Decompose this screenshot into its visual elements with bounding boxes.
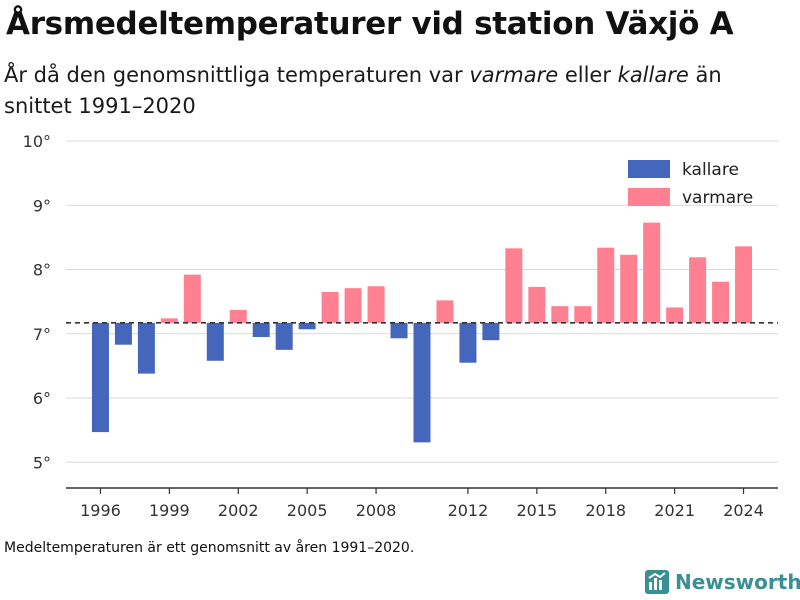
x-tick-label: 2008 — [356, 501, 397, 520]
subtitle-part-3: än snittet 1991–2020 — [4, 63, 722, 118]
legend-swatch-kallare — [628, 160, 670, 178]
legend-label-kallare: kallare — [682, 160, 739, 180]
chart-title: Årsmedeltemperaturer vid station Växjö A — [6, 6, 734, 42]
bar-varmare-2020 — [643, 222, 661, 323]
y-tick-label: 6° — [33, 389, 51, 408]
x-tick-label: 2018 — [585, 501, 626, 520]
bar-kallare-2001 — [206, 322, 224, 361]
x-tick-label: 2012 — [448, 501, 489, 520]
x-tick-label: 2005 — [287, 501, 328, 520]
y-tick-label: 9° — [33, 196, 51, 215]
bar-varmare-2006 — [321, 292, 339, 323]
bar-varmare-2018 — [597, 247, 615, 323]
subtitle-warm: varmare — [469, 63, 559, 87]
y-tick-label: 10° — [23, 132, 51, 151]
y-tick-label: 7° — [33, 325, 51, 344]
bar-varmare-2016 — [551, 306, 569, 323]
bar-varmare-2022 — [689, 257, 707, 323]
bar-varmare-2021 — [666, 307, 684, 323]
x-tick-label: 1996 — [80, 501, 121, 520]
bar-varmare-2019 — [620, 254, 638, 323]
bar-varmare-1999 — [160, 318, 178, 323]
legend-label-varmare: varmare — [682, 188, 753, 208]
brand-logo[interactable]: Newsworthy — [645, 570, 800, 594]
footnote: Medeltemperaturen är ett genomsnitt av å… — [4, 540, 415, 556]
bar-kallare-2010 — [413, 322, 431, 443]
y-tick-label: 8° — [33, 261, 51, 280]
chart-subtitle: År då den genomsnittliga temperaturen va… — [4, 60, 784, 122]
bar-varmare-2023 — [712, 281, 730, 323]
bar-kallare-2005 — [298, 322, 316, 330]
bar-kallare-1996 — [91, 322, 109, 433]
bar-varmare-2014 — [505, 248, 523, 323]
subtitle-part-2: eller — [558, 63, 618, 87]
x-tick-label: 2021 — [654, 501, 695, 520]
bar-kallare-2013 — [482, 322, 500, 341]
bar-kallare-2012 — [459, 322, 477, 363]
bar-varmare-2011 — [436, 300, 454, 323]
brand-name: Newsworthy — [675, 570, 800, 594]
bar-kallare-2003 — [252, 322, 270, 337]
bar-kallare-1997 — [114, 322, 132, 345]
x-tick-label: 2002 — [218, 501, 259, 520]
x-tick-label: 1999 — [149, 501, 190, 520]
y-tick-label: 5° — [33, 453, 51, 472]
bar-varmare-2024 — [735, 246, 753, 323]
bar-varmare-2000 — [183, 274, 201, 323]
x-tick-label: 2015 — [516, 501, 557, 520]
bar-kallare-1998 — [137, 322, 155, 374]
newsworthy-logo-icon — [645, 570, 669, 594]
legend-swatch-varmare — [628, 188, 670, 206]
bar-varmare-2017 — [574, 306, 592, 323]
bar-varmare-2002 — [229, 310, 247, 323]
bar-varmare-2015 — [528, 286, 546, 323]
bar-kallare-2004 — [275, 322, 293, 350]
subtitle-cold: kallare — [617, 63, 689, 87]
bar-kallare-2009 — [390, 322, 408, 339]
x-tick-label: 2024 — [723, 501, 764, 520]
bar-varmare-2008 — [367, 286, 385, 323]
bar-varmare-2007 — [344, 288, 362, 323]
subtitle-part-1: År då den genomsnittliga temperaturen va… — [4, 63, 470, 87]
